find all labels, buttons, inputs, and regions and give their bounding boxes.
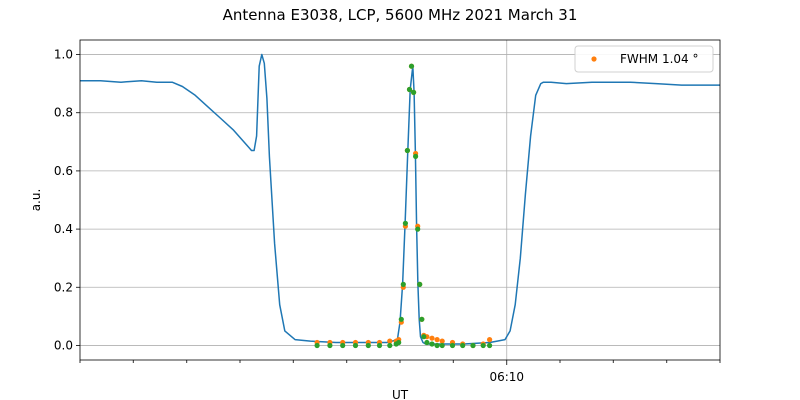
data-point: [439, 338, 445, 344]
data-point: [480, 342, 486, 349]
ticks: 0.0 0.2 0.4 0.6 0.8 1.0 06:10: [54, 39, 721, 384]
y-tick-label: 0.6: [54, 164, 73, 178]
data-point: [415, 226, 421, 232]
data-point: [434, 337, 440, 343]
data-point: [396, 339, 402, 346]
grid: [80, 40, 720, 360]
y-tick-label: 0.8: [54, 106, 73, 120]
legend-label: FWHM 1.04 °: [620, 52, 699, 66]
axes-frame: [79, 39, 721, 361]
x-axis-label: UT: [392, 388, 409, 400]
data-point: [314, 342, 320, 349]
data-point: [411, 89, 417, 95]
data-point: [424, 339, 430, 346]
data-point: [429, 335, 435, 341]
y-axis-label: a.u.: [29, 189, 43, 212]
data-point: [434, 342, 440, 349]
y-tick-label: 0.2: [54, 280, 73, 294]
y-tick-label: 1.0: [54, 48, 73, 62]
data-point: [365, 342, 371, 349]
data-point: [387, 342, 393, 349]
data-point: [398, 316, 404, 322]
data-point: [327, 342, 333, 349]
data-point: [449, 342, 456, 349]
data-point: [352, 342, 359, 349]
data-point: [408, 63, 415, 69]
chart-title: Antenna E3038, LCP, 5600 MHz 2021 March …: [223, 6, 578, 24]
data-point: [406, 86, 413, 93]
data-point: [413, 153, 419, 159]
data-point: [470, 342, 476, 349]
data-point: [376, 342, 383, 349]
data-point: [421, 334, 427, 340]
y-tick-label: 0.4: [54, 222, 73, 236]
data-point: [487, 342, 493, 349]
data-point: [402, 220, 408, 226]
data-point: [387, 338, 393, 344]
legend-box: [574, 45, 714, 73]
data-point: [460, 342, 466, 349]
data-point: [404, 147, 410, 154]
data-point: [419, 316, 425, 322]
legend-marker: [591, 56, 597, 62]
legend: FWHM 1.04 °: [574, 45, 714, 73]
data-point: [340, 342, 346, 349]
data-point: [487, 337, 493, 343]
data-point: [439, 342, 445, 349]
data-point: [400, 281, 406, 287]
data-point: [429, 341, 435, 347]
x-tick-label: 06:10: [489, 370, 524, 384]
series-line: [80, 53, 720, 345]
y-tick-label: 0.0: [54, 338, 73, 352]
data-point: [417, 281, 423, 287]
plot-area: [80, 53, 720, 349]
